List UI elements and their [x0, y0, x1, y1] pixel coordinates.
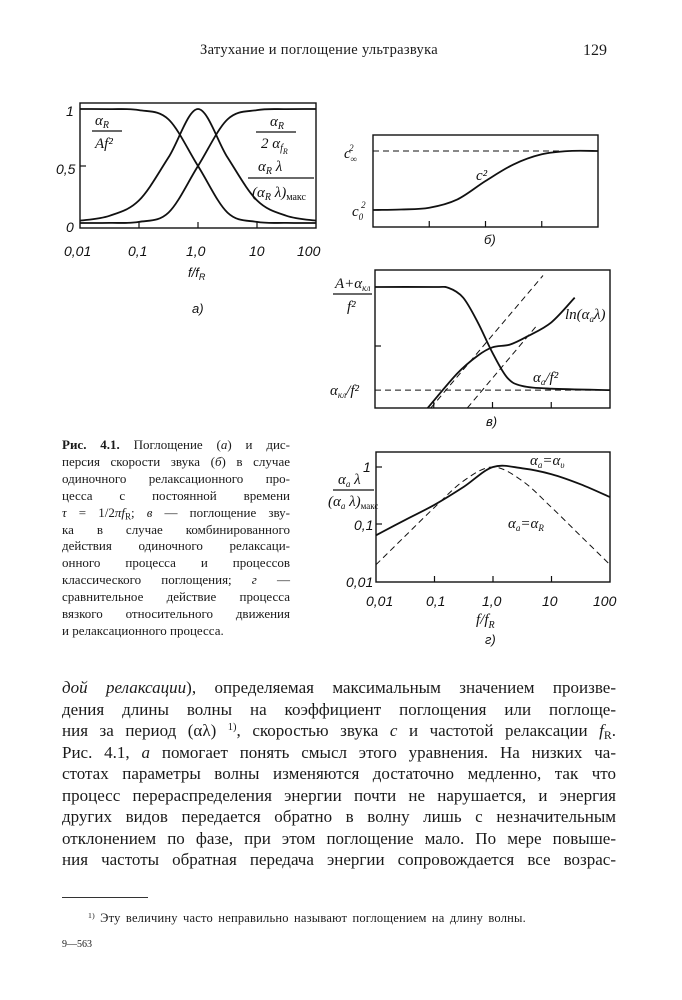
series-line-0-2	[80, 108, 316, 222]
panel-g-ticks-x: 0,01 0,1 1,0 10 100	[366, 593, 617, 609]
label-alpha-kl-over-f2: αкл/f²	[330, 383, 360, 400]
label-alpha-a-over-f2: αa/f²	[533, 370, 559, 387]
series-line-0-1	[80, 108, 316, 224]
panel-b-tag: б)	[484, 232, 496, 247]
label-A-plus-alpha-kl: A+αкл f²	[333, 276, 372, 315]
series-line-2-4	[466, 324, 538, 408]
printer-signature: 9—563	[62, 939, 92, 950]
series-line-2-3	[430, 275, 544, 408]
panel-a-tag: а)	[192, 301, 204, 316]
label-alpha-a-eq-alpha-R: αa=αR	[508, 516, 544, 533]
tick-label: 1,0	[482, 593, 502, 609]
footnote-ref[interactable]: 1)	[227, 722, 237, 734]
svg-text:A+αкл: A+αкл	[334, 276, 371, 293]
footnote-divider	[62, 897, 148, 898]
svg-text:(αR λ)макс: (αR λ)макс	[252, 185, 307, 203]
panel-v-frame	[374, 269, 611, 409]
tick-label: 0,1	[354, 517, 373, 533]
panel-a-ticks-x: 0,01 0,1 1,0 10 100	[64, 243, 321, 259]
label-c2: c²	[476, 168, 488, 184]
panel-g-ylabel: αa λ (αa λ)макс	[328, 472, 378, 511]
tick-label: 0	[66, 219, 74, 235]
panel-g-xlabel: f/fR	[476, 612, 495, 631]
page-number: 129	[583, 42, 607, 59]
svg-text:αR λ: αR λ	[258, 159, 283, 177]
tick-label: 10	[249, 243, 265, 259]
svg-text:αR: αR	[95, 113, 109, 131]
panel-g-ticks-y: 1 0,1 0,01	[346, 459, 373, 590]
series-line-1-0	[373, 149, 598, 211]
label-ln-alpha-lambda: ln(αaλ)	[565, 307, 606, 324]
tick-label: 1,0	[186, 243, 206, 259]
tick-label: 1	[66, 103, 74, 119]
tick-label: 0,1	[426, 593, 445, 609]
series-line-3-1	[376, 466, 610, 566]
tick-label: 0,01	[366, 593, 393, 609]
label-alphaR-lambda-normalized: αR λ (αR λ)макс	[248, 159, 314, 203]
panel-a-xlabel: f/fR	[188, 265, 206, 282]
label-alpha-a-eq-alpha-nu: αa=αυ	[530, 453, 565, 470]
panel-a-ticks-y: 1 0,5 0	[56, 103, 76, 235]
figure-caption: Рис. 4.1. Поглощение (а) и дис- персия с…	[62, 437, 291, 638]
label-alphaR-over-Af2: αR Af²	[92, 113, 122, 152]
tick-label: 10	[542, 593, 558, 609]
svg-text:αR: αR	[270, 114, 284, 132]
svg-text:f²: f²	[347, 299, 356, 315]
svg-text:Af²: Af²	[94, 136, 113, 152]
series-line-3-0	[376, 464, 610, 537]
tick-label: 100	[297, 243, 321, 259]
tick-label: 100	[593, 593, 617, 609]
running-title: Затухание и поглощение ультразвука	[200, 42, 438, 58]
label-c-inf: c∞2	[344, 143, 357, 164]
tick-label: 0,01	[64, 243, 91, 259]
footnote: 1) Эту величину часто неправильно называ…	[88, 910, 526, 925]
label-alphaR-over-2alphafR: αR 2 αfR	[256, 114, 296, 156]
svg-text:2 αfR: 2 αfR	[261, 136, 288, 156]
label-c0: c02	[352, 200, 366, 222]
panel-g-tag: г)	[485, 632, 496, 647]
series-line-2-1	[427, 296, 576, 408]
tick-label: 0,5	[56, 161, 76, 177]
tick-label: 0,1	[128, 243, 147, 259]
tick-label: 1	[363, 459, 371, 475]
body-paragraph: дой релаксации), определяемая максимальн…	[62, 678, 616, 869]
panel-v-tag: в)	[486, 414, 497, 429]
svg-text:(αa λ)макс: (αa λ)макс	[328, 494, 378, 511]
tick-label: 0,01	[346, 574, 373, 590]
series-line-2-0	[375, 285, 610, 391]
svg-text:αa λ: αa λ	[338, 472, 361, 489]
